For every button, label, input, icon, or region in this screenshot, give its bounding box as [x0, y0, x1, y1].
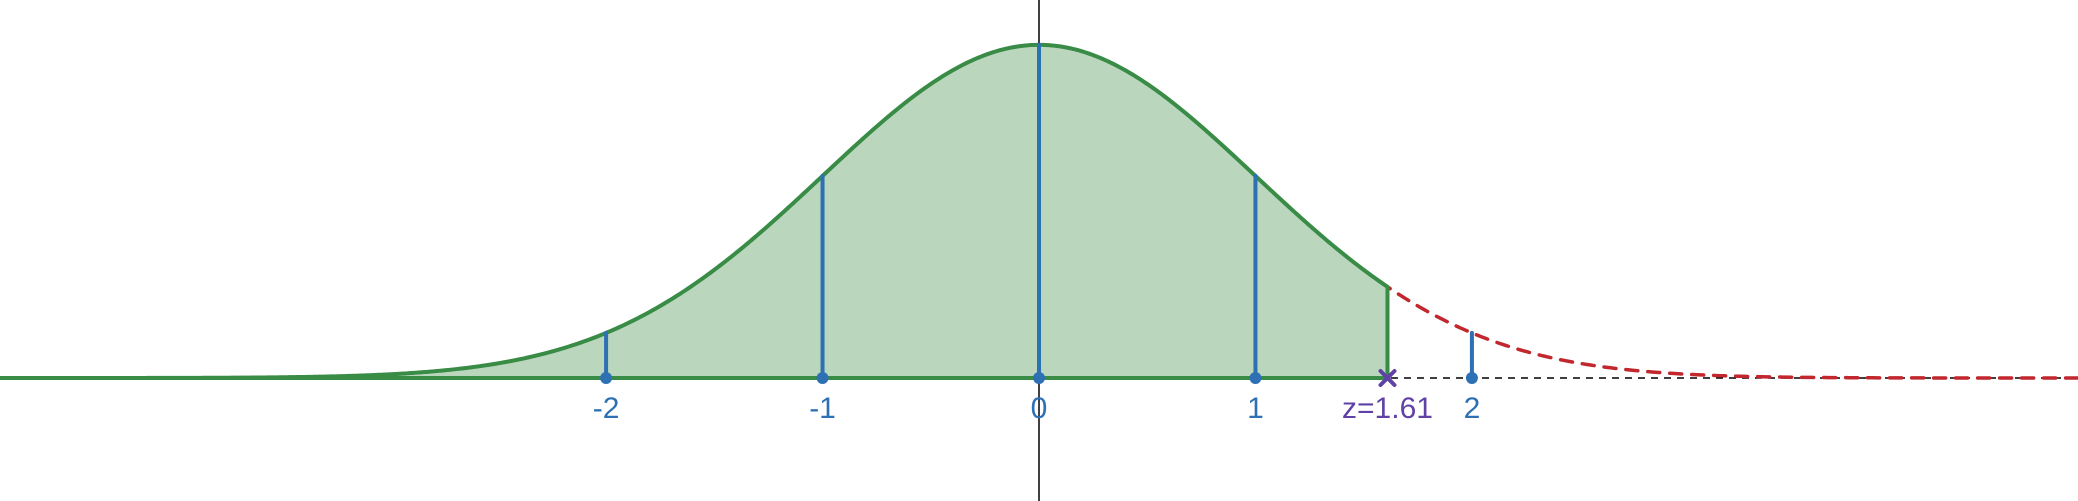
normal-distribution-chart: -2 -1 0 1 2 z=1.61	[0, 0, 2078, 501]
tick-dot	[817, 372, 829, 384]
tick-dot	[1466, 372, 1478, 384]
tick-label: 0	[1031, 392, 1048, 425]
z-marker-label: z=1.61	[1342, 392, 1433, 425]
tick-label: 2	[1464, 392, 1481, 425]
chart-svg: -2 -1 0 1 2 z=1.61	[0, 0, 2078, 501]
tick-dot	[1249, 372, 1261, 384]
tick-dot	[1033, 372, 1045, 384]
tick-label: 1	[1247, 392, 1264, 425]
tick-dot	[600, 372, 612, 384]
tick-label: -2	[593, 392, 620, 425]
tick-label: -1	[809, 392, 836, 425]
